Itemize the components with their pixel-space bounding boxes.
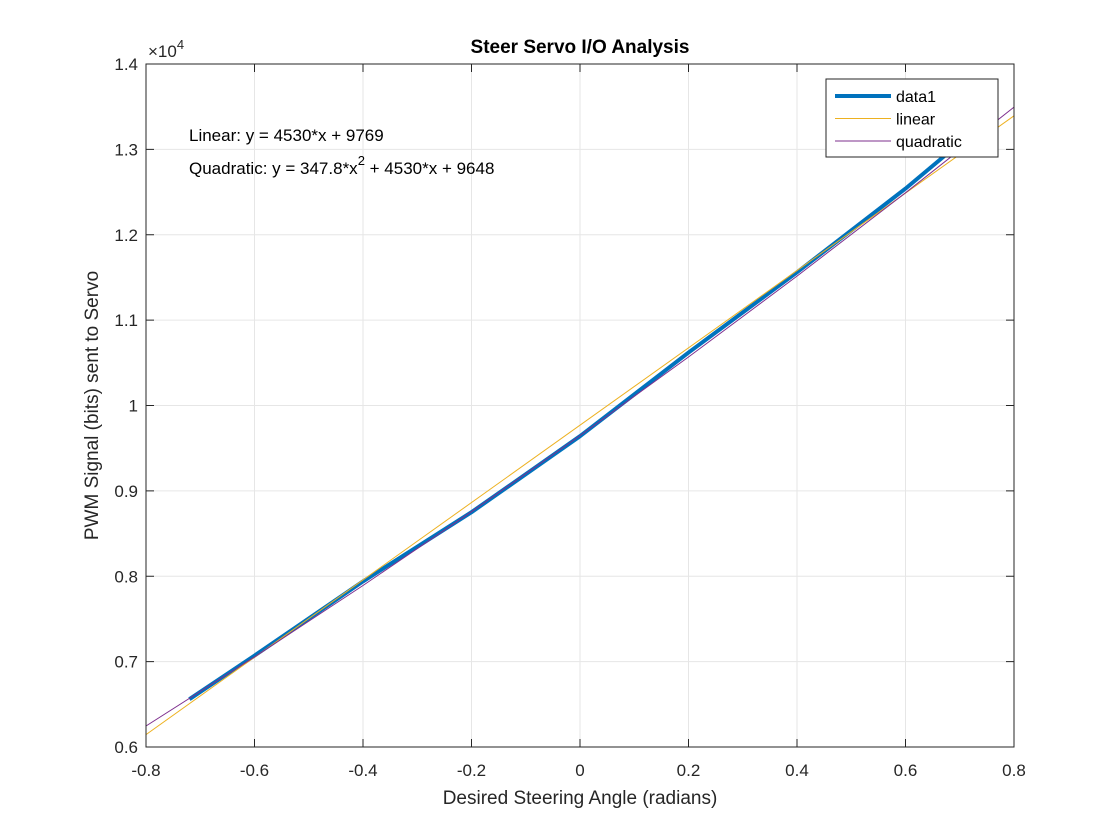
axis-ticks xyxy=(145,63,1015,748)
legend-label-data1: data1 xyxy=(896,89,936,106)
y-tick-label: 1.4 xyxy=(114,55,138,74)
y-exponent-label: ×104 xyxy=(148,37,184,61)
x-tick-label: 0.8 xyxy=(1002,761,1026,780)
series-group xyxy=(145,106,1015,736)
y-tick-label: 0.6 xyxy=(114,738,138,757)
series-line-quadratic xyxy=(145,106,1015,727)
legend-label-linear: linear xyxy=(896,112,936,129)
legend-label-quadratic: quadratic xyxy=(896,134,962,151)
x-tick-label: 0.6 xyxy=(894,761,918,780)
quadratic-equation: Quadratic: y = 347.8*x2 + 4530*x + 9648 xyxy=(189,153,494,178)
x-tick-label: -0.2 xyxy=(457,761,486,780)
x-tick-label: 0 xyxy=(575,761,584,780)
y-tick-label: 1.2 xyxy=(114,226,138,245)
y-tick-label: 1.1 xyxy=(114,311,138,330)
x-tick-label: -0.4 xyxy=(348,761,377,780)
x-tick-label: -0.8 xyxy=(131,761,160,780)
x-tick-label: -0.6 xyxy=(240,761,269,780)
x-tick-label: 0.4 xyxy=(785,761,809,780)
y-tick-label: 1 xyxy=(129,397,138,416)
y-tick-label: 0.9 xyxy=(114,482,138,501)
linear-equation: Linear: y = 4530*x + 9769 xyxy=(189,126,384,145)
series-line-linear xyxy=(145,115,1015,736)
legend: data1 linear quadratic xyxy=(825,78,999,158)
y-tick-label: 0.8 xyxy=(114,567,138,586)
y-axis-label: PWM Signal (bits) sent to Servo xyxy=(82,271,103,540)
y-tick-label: 1.3 xyxy=(114,140,138,159)
y-tick-label: 0.7 xyxy=(114,653,138,672)
x-tick-label: 0.2 xyxy=(677,761,701,780)
chart-title: Steer Servo I/O Analysis xyxy=(471,37,690,58)
x-axis-label: Desired Steering Angle (radians) xyxy=(443,788,718,809)
